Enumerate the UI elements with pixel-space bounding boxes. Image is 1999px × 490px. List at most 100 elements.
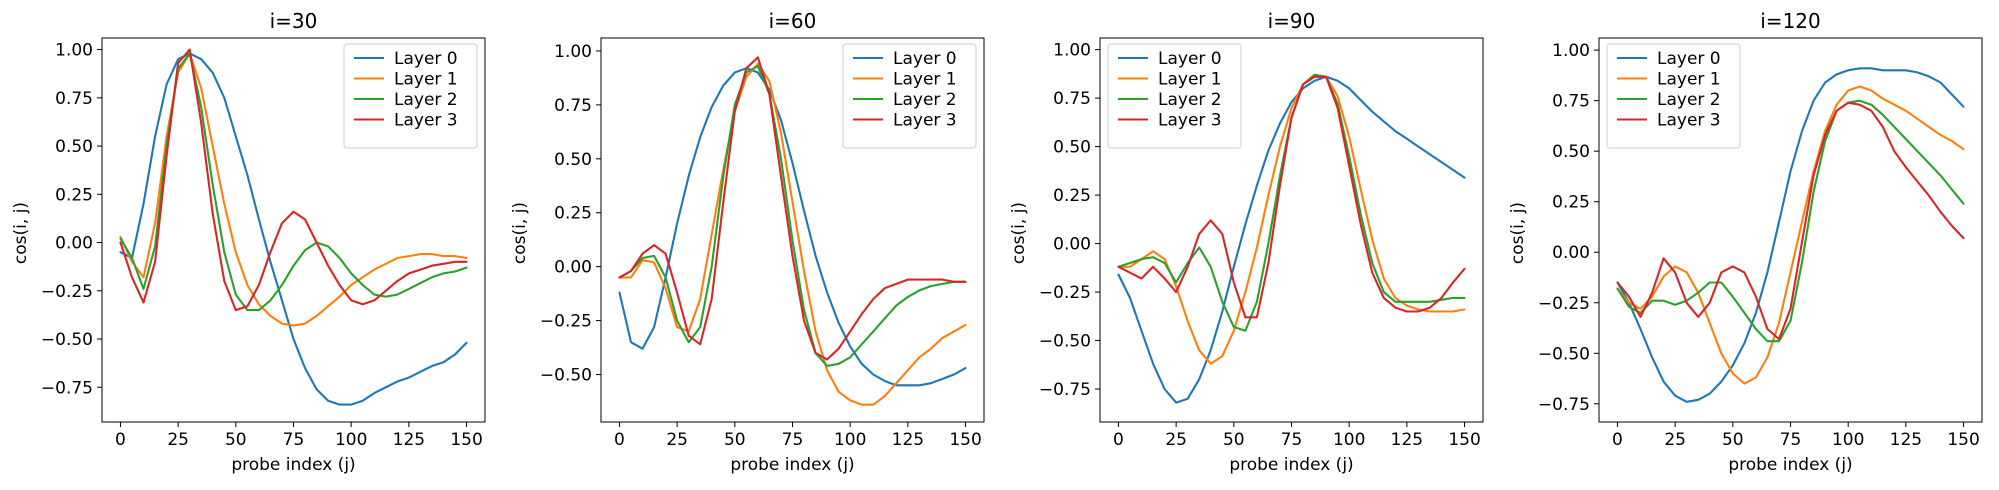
y-axis-label: cos(i, j) [11, 202, 31, 264]
x-tick-label: 50 [1223, 430, 1245, 450]
series-line-layer-0 [618, 67, 967, 387]
x-tick-label: 0 [1612, 430, 1623, 450]
legend-label: Layer 2 [1158, 90, 1222, 110]
axes-frame [101, 37, 486, 423]
x-tick-label: 100 [1333, 430, 1365, 450]
y-tick-label: 0.25 [554, 204, 592, 224]
ticks: 0 25 50 75 100 125 150 −0.50 −0.25 0.00 0.25 0.50 0.… [540, 42, 982, 450]
x-tick-label: 0 [1113, 430, 1124, 450]
x-axis-label: probe index (j) [730, 455, 854, 475]
y-tick-label: 0.00 [55, 234, 93, 254]
legend-label: Layer 0 [1657, 49, 1721, 69]
x-tick-label: 125 [1391, 430, 1423, 450]
x-tick-label: 100 [1832, 430, 1864, 450]
y-tick-label: 0.25 [1053, 186, 1091, 206]
x-tick-label: 150 [1448, 430, 1480, 450]
legend-label: Layer 1 [394, 70, 458, 90]
y-tick-label: 0.75 [1552, 92, 1590, 112]
legend-box [1606, 43, 1741, 149]
x-tick-label: 75 [283, 430, 305, 450]
series-line-layer-0 [1117, 75, 1466, 404]
ticks: 0 25 50 75 100 125 150 −0.75 −0.50 −0.25 0.00 0.25 0… [41, 41, 483, 450]
y-tick-label: −0.50 [1538, 344, 1590, 364]
x-tick-label: 50 [724, 430, 746, 450]
series [1616, 67, 1965, 403]
y-tick-label: −0.50 [41, 330, 93, 350]
y-tick-label: −0.50 [540, 366, 592, 386]
panel-title: i=60 [769, 9, 817, 33]
legend-label: Layer 2 [1657, 90, 1721, 110]
series-line-layer-3 [119, 48, 468, 312]
legend-label: Layer 2 [394, 90, 458, 110]
panel-title: i=120 [1760, 9, 1821, 33]
x-tick-label: 150 [949, 430, 981, 450]
y-tick-label: 0.75 [554, 96, 592, 116]
legend-label: Layer 3 [1158, 111, 1222, 131]
y-tick-label: 0.50 [1053, 138, 1091, 158]
ticks: 0 25 50 75 100 125 150 −0.75 −0.50 −0.25 0.00 0.25 0… [1538, 41, 1980, 450]
y-tick-label: 0.00 [1053, 235, 1091, 255]
series-line-layer-3 [1117, 75, 1466, 319]
x-tick-label: 25 [1165, 430, 1187, 450]
x-tick-label: 0 [115, 430, 126, 450]
y-tick-label: 1.00 [55, 41, 93, 61]
y-tick-label: 1.00 [554, 42, 592, 62]
y-tick-label: 0.25 [1552, 193, 1590, 213]
legend-box [842, 43, 977, 149]
y-axis-label: cos(i, j) [1508, 202, 1528, 264]
y-tick-label: 0.50 [554, 150, 592, 170]
series [1117, 73, 1466, 404]
y-tick-label: −0.25 [1538, 294, 1590, 314]
legend-label: Layer 3 [394, 111, 458, 131]
y-tick-label: −0.25 [540, 312, 592, 332]
x-tick-label: 125 [393, 430, 425, 450]
series-line-layer-1 [1117, 73, 1466, 365]
x-axis-label: probe index (j) [1229, 455, 1353, 475]
legend-box [1107, 43, 1242, 149]
x-tick-label: 150 [1947, 430, 1979, 450]
ticks: 0 25 50 75 100 125 150 −0.75 −0.50 −0.25 0.00 0.25 0… [1039, 41, 1481, 450]
panel-title: i=30 [270, 9, 318, 33]
axes-frame [600, 37, 985, 423]
y-tick-label: −0.25 [41, 282, 93, 302]
legend-label: Layer 0 [1158, 49, 1222, 69]
x-tick-label: 75 [1281, 430, 1303, 450]
y-tick-label: −0.50 [1039, 332, 1091, 352]
series [618, 56, 967, 406]
panel-i90: i=90 probe index (j) cos(i, j) 0 25 50 75 10… [1009, 9, 1484, 475]
y-tick-label: 0.00 [554, 258, 592, 278]
x-tick-label: 25 [666, 430, 688, 450]
y-tick-label: 1.00 [1053, 41, 1091, 61]
legend-box [343, 43, 478, 149]
panel-title: i=90 [1268, 9, 1316, 33]
axes-frame [1099, 37, 1484, 423]
legend-label: Layer 0 [394, 49, 458, 69]
x-tick-label: 25 [167, 430, 189, 450]
series-line-layer-0 [1616, 67, 1965, 403]
y-tick-label: 0.50 [55, 137, 93, 157]
x-tick-label: 125 [1890, 430, 1922, 450]
x-tick-label: 25 [1664, 430, 1686, 450]
y-tick-label: −0.75 [41, 378, 93, 398]
y-tick-label: 0.25 [55, 185, 93, 205]
x-tick-label: 50 [1722, 430, 1744, 450]
legend-label: Layer 3 [1657, 111, 1721, 131]
y-tick-label: −0.75 [1538, 395, 1590, 415]
legend-label: Layer 0 [893, 49, 957, 69]
panel-i60: i=60 probe index (j) cos(i, j) 0 25 50 75 10… [510, 9, 985, 475]
x-tick-label: 75 [782, 430, 804, 450]
legend-label: Layer 1 [1158, 70, 1222, 90]
x-tick-label: 100 [834, 430, 866, 450]
x-tick-label: 125 [892, 430, 924, 450]
x-tick-label: 75 [1780, 430, 1802, 450]
series-line-layer-2 [618, 64, 967, 367]
axes-frame [1598, 37, 1983, 423]
y-tick-label: 0.00 [1552, 243, 1590, 263]
y-tick-label: 1.00 [1552, 41, 1590, 61]
x-tick-label: 50 [225, 430, 247, 450]
series [119, 48, 468, 406]
